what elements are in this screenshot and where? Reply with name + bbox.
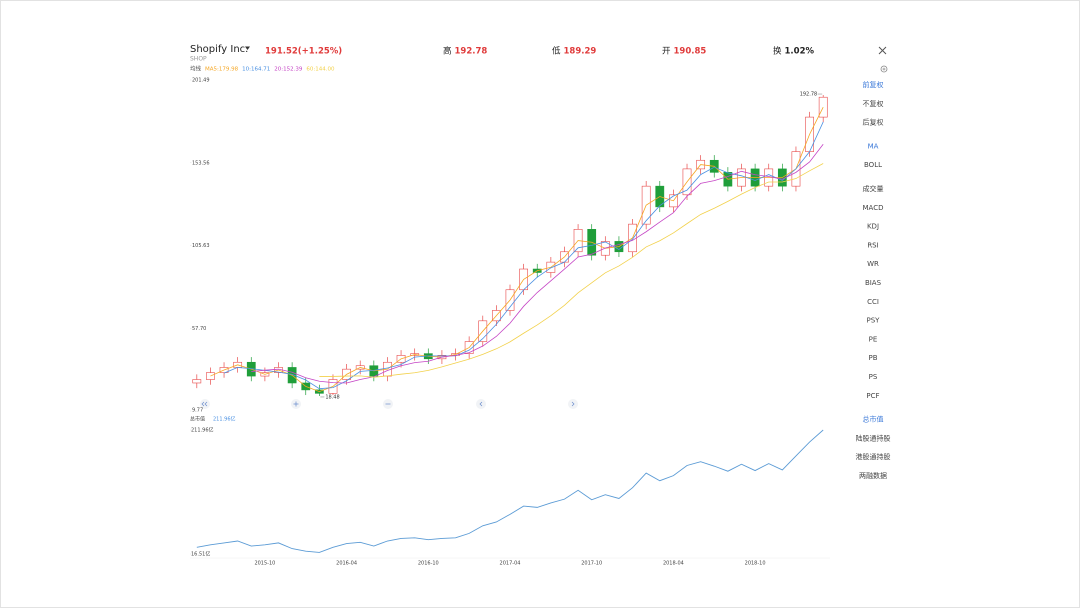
- sidebar-item[interactable]: 陆股通持股: [856, 433, 891, 442]
- cap-current: 211.96亿: [213, 416, 236, 423]
- sidebar-item[interactable]: BOLL: [864, 161, 882, 169]
- settings-icon-center: [882, 67, 886, 71]
- max-label: 192.78: [800, 92, 818, 98]
- stat-label: 低: [552, 46, 561, 57]
- nav-buttons: [200, 399, 578, 409]
- legend-entry: 20:152.39: [274, 67, 303, 73]
- sidebar-item[interactable]: PB: [868, 354, 877, 362]
- x-tick-label: 2017-10: [581, 561, 602, 567]
- sidebar-item[interactable]: 港股通持股: [856, 452, 891, 461]
- sidebar-item[interactable]: WR: [867, 260, 879, 268]
- sidebar-item[interactable]: 前复权: [863, 80, 884, 89]
- legend-entry: 10:164.71: [242, 67, 270, 73]
- x-tick-label: 2017-04: [500, 561, 521, 567]
- cap-legend-label: 总市值: [190, 416, 205, 423]
- sidebar-item[interactable]: KDJ: [867, 223, 879, 231]
- stock-symbol: SHOP: [190, 56, 207, 63]
- nav-next-icon: [571, 401, 575, 407]
- x-tick-label: 2016-04: [336, 561, 357, 567]
- ma-line: [319, 163, 824, 378]
- sidebar-item[interactable]: PS: [869, 373, 878, 381]
- sidebar-item[interactable]: RSI: [867, 241, 878, 249]
- ma-line: [223, 121, 824, 390]
- y-tick-label: 201.49: [192, 78, 210, 84]
- legend-entry: MA5:179.98: [205, 67, 239, 73]
- ma-line: [251, 143, 824, 384]
- sidebar-item[interactable]: BIAS: [865, 279, 882, 287]
- nav-zoom-in-icon: [293, 401, 299, 407]
- stat-value: 1.02%: [785, 47, 815, 57]
- price: 191.52(+1.25%): [265, 47, 342, 57]
- ma-legend-label: 均线: [190, 65, 202, 73]
- sidebar-item[interactable]: 成交量: [863, 184, 884, 193]
- y-tick-label: 211.96亿: [191, 427, 214, 434]
- legend-entry: 60:144.00: [306, 67, 335, 73]
- x-tick-label: 2015-10: [254, 561, 275, 567]
- candle-body: [818, 96, 828, 118]
- sidebar-item[interactable]: PE: [869, 335, 878, 343]
- x-tick-label: 2016-10: [418, 561, 439, 567]
- close-button[interactable]: [878, 46, 887, 55]
- sidebar-item[interactable]: CCI: [867, 298, 879, 306]
- x-tick-label: 2018-10: [745, 561, 766, 567]
- min-label: 18.48: [325, 394, 339, 400]
- sidebar-item[interactable]: MACD: [863, 204, 884, 212]
- dropdown-arrow[interactable]: [245, 46, 250, 51]
- nav-first-icon: [201, 401, 208, 407]
- sidebar-item[interactable]: 两融数据: [859, 471, 887, 480]
- stat-label: 高: [443, 46, 452, 57]
- settings-icon[interactable]: [880, 65, 888, 73]
- nav-prev-icon: [479, 401, 483, 407]
- y-tick-label: 105.63: [192, 243, 210, 249]
- y-tick-label: 16.51亿: [191, 551, 210, 558]
- y-tick-label: 57.70: [192, 326, 206, 332]
- y-tick-label: 9.77: [192, 408, 203, 414]
- sidebar-item[interactable]: 后复权: [863, 118, 884, 127]
- stat-value: 192.78: [455, 47, 488, 57]
- sidebar-item[interactable]: MA: [868, 142, 879, 150]
- sidebar-item[interactable]: PSY: [867, 317, 881, 325]
- ma-line: [210, 106, 824, 393]
- nav-prev[interactable]: [476, 399, 486, 409]
- sidebar-item[interactable]: 总市值: [863, 415, 884, 424]
- stat-value: 190.85: [674, 47, 707, 57]
- x-tick-label: 2018-04: [663, 561, 684, 567]
- stat-value: 189.29: [564, 47, 597, 57]
- stock-name[interactable]: Shopify Inc.: [190, 44, 248, 55]
- nav-next[interactable]: [568, 399, 578, 409]
- cap-line: [196, 429, 824, 553]
- sidebar-item[interactable]: PCF: [866, 392, 879, 400]
- stat-label: 开: [662, 47, 671, 57]
- sidebar-item[interactable]: 不复权: [863, 99, 884, 108]
- y-tick-label: 153.56: [192, 160, 210, 166]
- candle-body: [192, 379, 202, 384]
- candle-body: [206, 372, 215, 380]
- stat-label: 换: [773, 46, 782, 57]
